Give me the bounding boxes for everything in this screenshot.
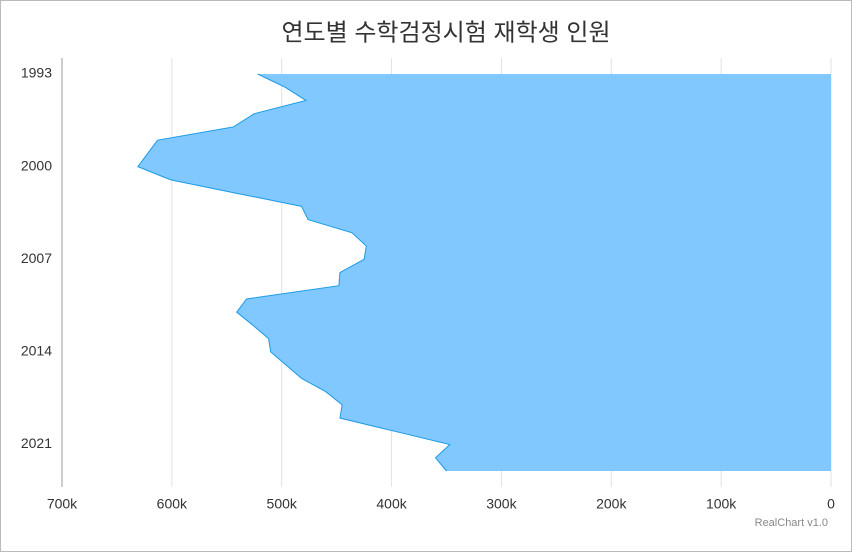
x-tick-label: 300k (486, 496, 517, 512)
y-tick-label: 2007 (21, 250, 52, 266)
area-line (137, 73, 451, 472)
y-tick-label: 2021 (21, 435, 52, 451)
area-fill (137, 74, 832, 471)
y-tick-label: 2000 (21, 157, 52, 173)
x-tick-label: 500k (267, 496, 298, 512)
x-tick-label: 400k (376, 496, 407, 512)
x-tick-label: 600k (157, 496, 188, 512)
x-tick-label: 0 (827, 496, 835, 512)
x-tick-label: 700k (47, 496, 78, 512)
y-tick-label: 2014 (21, 343, 52, 359)
credit: RealChart v1.0 (755, 517, 828, 529)
y-tick-label: 1993 (21, 65, 52, 81)
x-tick-label: 100k (706, 496, 737, 512)
chart-title: 연도별 수학검정시험 재학생 인원 (281, 19, 610, 46)
x-tick-label: 200k (596, 496, 627, 512)
